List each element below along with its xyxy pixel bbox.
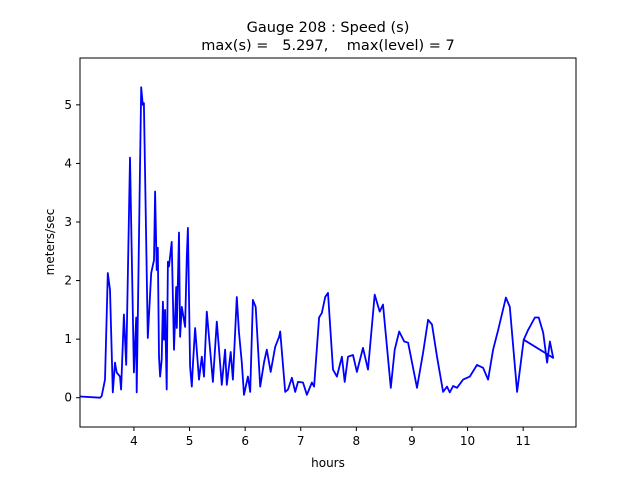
y-tick-label: 1 [64,332,72,346]
x-tick-label: 5 [186,434,194,448]
x-tick-label: 6 [241,434,249,448]
y-tick-label: 2 [64,274,72,288]
chart-subtitle: max(s) = 5.297, max(level) = 7 [201,38,455,54]
plot-area [79,86,555,399]
series-line-speed [79,86,555,399]
x-axis-label: hours [311,456,345,470]
x-tick-label: 9 [408,434,416,448]
chart-title: Gauge 208 : Speed (s) [247,20,410,36]
x-tick-label: 10 [460,434,475,448]
x-tick-label: 4 [130,434,138,448]
x-tick-label: 11 [516,434,531,448]
y-tick-label: 0 [64,391,72,405]
y-tick-label: 4 [64,156,72,170]
y-axis-label: meters/sec [43,209,57,276]
axes-frame [79,57,577,428]
axis-ticks: 4 5 6 7 8 9 10 11 0 1 2 3 4 5 [64,98,530,448]
x-tick-label: 7 [297,434,305,448]
y-tick-label: 3 [64,215,72,229]
y-tick-label: 5 [64,98,72,112]
x-tick-label: 8 [353,434,361,448]
